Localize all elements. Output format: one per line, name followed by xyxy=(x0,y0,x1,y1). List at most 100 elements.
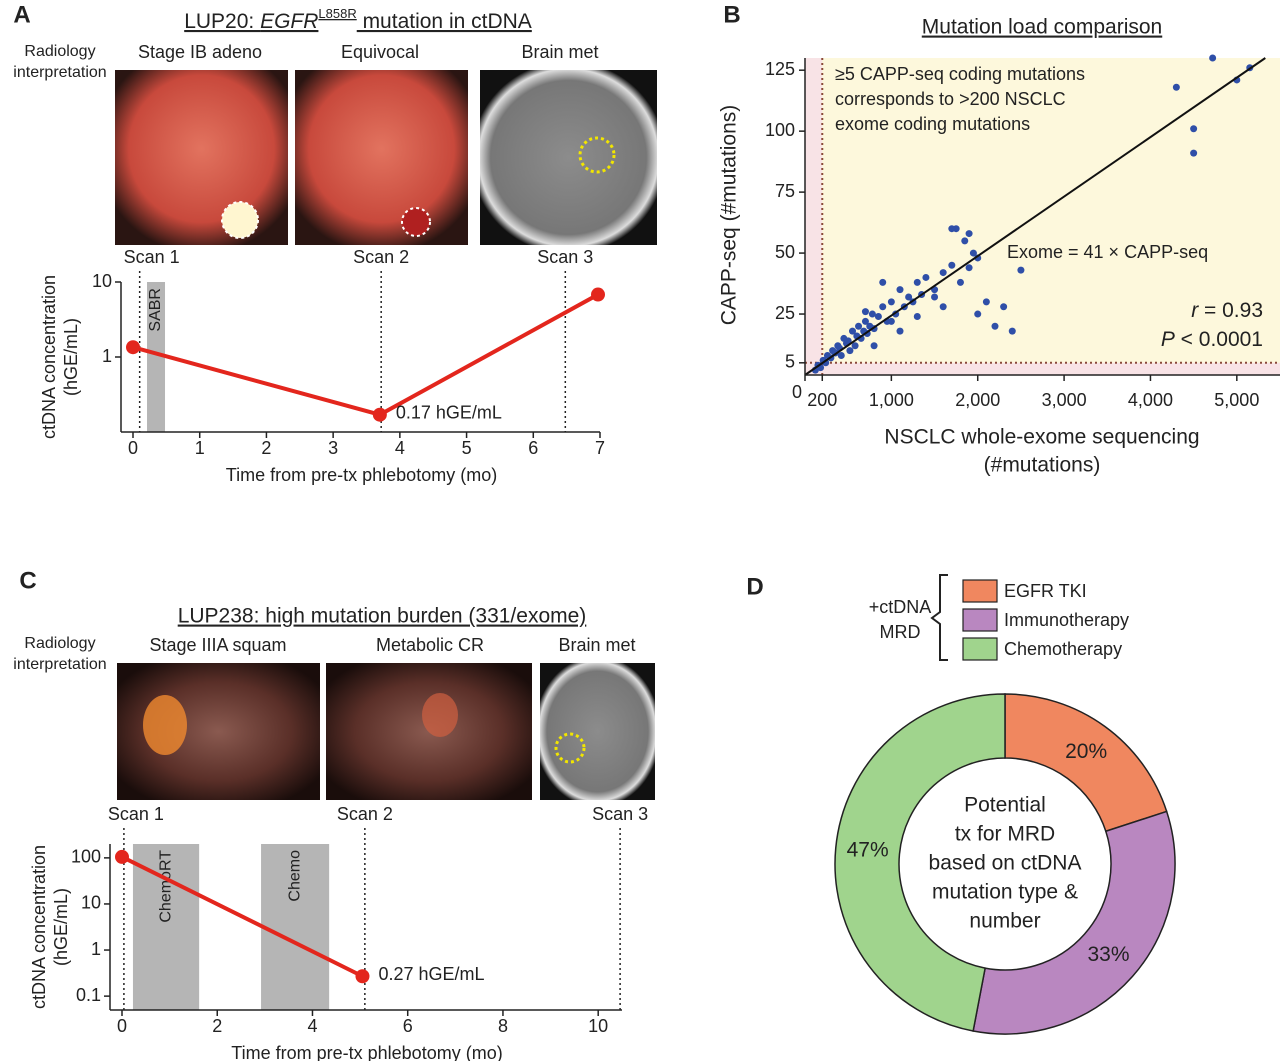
y-axis-label: CAPP-seq (#mutations) xyxy=(718,105,741,326)
scatter-point xyxy=(931,293,939,301)
statistic: r = 0.93 xyxy=(1191,299,1263,322)
scatter-point xyxy=(861,317,869,325)
donut-slice xyxy=(834,693,1006,1032)
x-tick-label: 0 xyxy=(792,382,802,402)
legend-label: Immunotherapy xyxy=(1004,610,1129,630)
donut-slice xyxy=(972,810,1176,1035)
x-axis-label: NSCLC whole-exome sequencing xyxy=(884,426,1199,449)
scan-label: Scan 2 xyxy=(337,804,393,824)
scatter-point xyxy=(905,293,913,301)
data-line xyxy=(132,292,599,417)
y-tick-label: 10 xyxy=(92,271,112,291)
scan-image xyxy=(480,70,657,245)
center-text: number xyxy=(969,910,1040,933)
x-axis-label: Time from pre-tx phlebotomy (mo) xyxy=(231,1043,502,1061)
title-variant: L858R xyxy=(318,6,356,21)
annotation: corresponds to >200 NSCLC xyxy=(835,89,1066,109)
image-caption: Brain met xyxy=(558,635,635,655)
center-text: tx for MRD xyxy=(955,823,1055,846)
x-tick-label: 2,000 xyxy=(955,390,1000,410)
scatter-point xyxy=(982,298,990,306)
uptake xyxy=(422,693,458,737)
lesion-marker xyxy=(554,732,586,764)
x-tick-label: 6 xyxy=(528,438,538,458)
y-axis-label: (hGE/mL) xyxy=(61,318,81,396)
value-label: 20% xyxy=(1065,740,1107,763)
scatter-point xyxy=(837,351,845,359)
y-tick-label: 50 xyxy=(775,242,795,262)
scatter-point xyxy=(974,310,982,318)
legend-swatch xyxy=(962,608,998,632)
scatter-point xyxy=(896,327,904,335)
scatter-point xyxy=(879,278,887,286)
x-tick-label: 3,000 xyxy=(1042,390,1087,410)
scatter-point xyxy=(874,312,882,320)
x-tick-label: 4 xyxy=(395,438,405,458)
x-tick-label: 0 xyxy=(128,438,138,458)
title-text: LUP20: xyxy=(184,10,260,33)
row-label: interpretation xyxy=(13,64,106,81)
scatter-point xyxy=(849,327,856,335)
panel-letter: D xyxy=(746,573,763,600)
scatter-point xyxy=(851,342,859,350)
scatter-point xyxy=(991,322,999,330)
scan-label: Scan 2 xyxy=(353,247,409,267)
treatment-band xyxy=(132,844,200,1010)
x-axis-label: Time from pre-tx phlebotomy (mo) xyxy=(226,465,497,485)
image-caption: Stage IIIA squam xyxy=(149,635,286,655)
scatter-point xyxy=(844,337,852,345)
scatter-point xyxy=(887,317,895,325)
scan-label: Scan 1 xyxy=(124,247,180,267)
y-tick-label: 10 xyxy=(81,893,101,913)
statistic: P < 0.0001 xyxy=(1161,328,1263,351)
legend-title: +ctDNA xyxy=(869,597,932,617)
fit-line xyxy=(804,57,1266,376)
value-label: 0.17 hGE/mL xyxy=(396,402,502,422)
row-label: interpretation xyxy=(13,656,106,673)
fit-label: Exome = 41 × CAPP-seq xyxy=(1007,242,1208,262)
scatter-point xyxy=(965,230,973,238)
scatter-point xyxy=(939,269,947,277)
chart-title: LUP238: high mutation burden (331/exome) xyxy=(178,605,587,628)
scan-image xyxy=(295,70,468,245)
treatment-band xyxy=(261,844,330,1010)
x-tick-label: 4 xyxy=(307,1016,317,1036)
data-point xyxy=(115,849,129,864)
scatter-point xyxy=(846,347,854,355)
background-region xyxy=(822,58,1280,363)
panel-letter: B xyxy=(723,1,740,28)
scatter-point xyxy=(861,308,869,316)
lesion-marker xyxy=(221,201,259,239)
scatter-point xyxy=(1017,266,1025,274)
scatter-point xyxy=(879,303,887,311)
data-point xyxy=(372,407,387,422)
y-axis-label: ctDNA concentration xyxy=(29,845,49,1009)
scatter-point xyxy=(913,312,921,320)
scatter-point xyxy=(887,298,895,306)
row-label: Radiology xyxy=(24,635,95,652)
x-tick-label: 2 xyxy=(212,1016,222,1036)
center-text: based on ctDNA xyxy=(929,852,1082,875)
scatter-point xyxy=(1008,327,1016,335)
x-tick-label: 5 xyxy=(462,438,472,458)
y-axis-label: ctDNA concentration xyxy=(39,275,59,439)
y-tick-label: 1 xyxy=(91,939,101,959)
center-text: mutation type & xyxy=(932,881,1078,904)
scatter-point xyxy=(948,225,956,233)
scatter-point xyxy=(1190,125,1198,133)
y-tick-label: 0.1 xyxy=(76,985,101,1005)
scatter-point xyxy=(939,303,947,311)
title-gene: EGFR xyxy=(260,10,318,33)
scatter-point xyxy=(1190,149,1198,157)
value-label: 33% xyxy=(1087,943,1129,966)
data-point xyxy=(126,340,140,355)
center-text: Potential xyxy=(964,794,1046,817)
annotation: ≥5 CAPP-seq coding mutations xyxy=(835,64,1085,84)
band-label: ChemoRT xyxy=(157,850,174,923)
x-tick-label: 5,000 xyxy=(1214,390,1259,410)
x-tick-label: 1,000 xyxy=(869,390,914,410)
x-tick-label: 0 xyxy=(117,1016,127,1036)
legend-bracket xyxy=(930,574,948,661)
image-caption: Metabolic CR xyxy=(376,635,484,655)
